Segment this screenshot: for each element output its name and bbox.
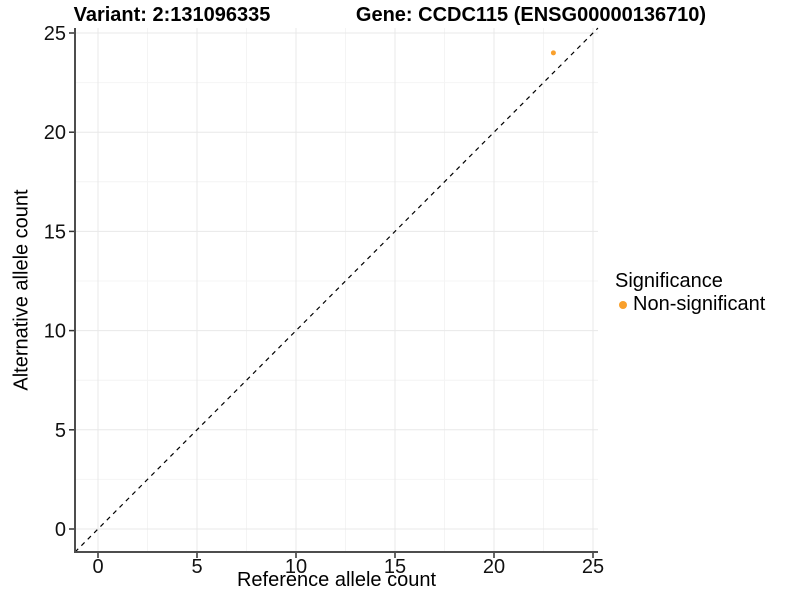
identity-reference-line <box>74 27 599 553</box>
y-axis-ticks: 0 5 10 15 20 25 <box>44 23 74 541</box>
svg-text:5: 5 <box>55 420 66 442</box>
svg-text:15: 15 <box>384 556 406 578</box>
y-axis-title: Alternative allele count <box>10 189 33 391</box>
legend-item-non-significant: Non-significant <box>615 293 765 316</box>
svg-text:5: 5 <box>191 556 202 578</box>
svg-text:20: 20 <box>44 122 66 144</box>
svg-text:10: 10 <box>285 556 307 578</box>
axis-lines <box>74 28 598 553</box>
legend-item-label: Non-significant <box>633 293 766 315</box>
legend-title: Significance <box>615 270 723 292</box>
svg-text:25: 25 <box>44 23 66 45</box>
svg-text:20: 20 <box>483 556 505 578</box>
svg-text:0: 0 <box>55 519 66 541</box>
legend: Significance Non-significant <box>615 269 765 316</box>
minor-gridlines <box>75 28 598 552</box>
svg-text:25: 25 <box>582 556 604 578</box>
variant-title: Variant: 2:131096335 <box>73 4 271 26</box>
x-axis-ticks: 0 5 10 15 20 25 <box>92 553 604 578</box>
legend-point-icon <box>619 300 627 309</box>
gene-title: Gene: CCDC115 (ENSG00000136710) <box>355 4 707 26</box>
svg-text:0: 0 <box>92 556 103 578</box>
data-point <box>550 50 556 56</box>
svg-text:15: 15 <box>44 221 66 243</box>
major-gridlines <box>75 28 598 552</box>
data-points <box>550 50 556 56</box>
svg-text:10: 10 <box>44 321 66 343</box>
x-axis-title: Reference allele count <box>236 569 436 591</box>
